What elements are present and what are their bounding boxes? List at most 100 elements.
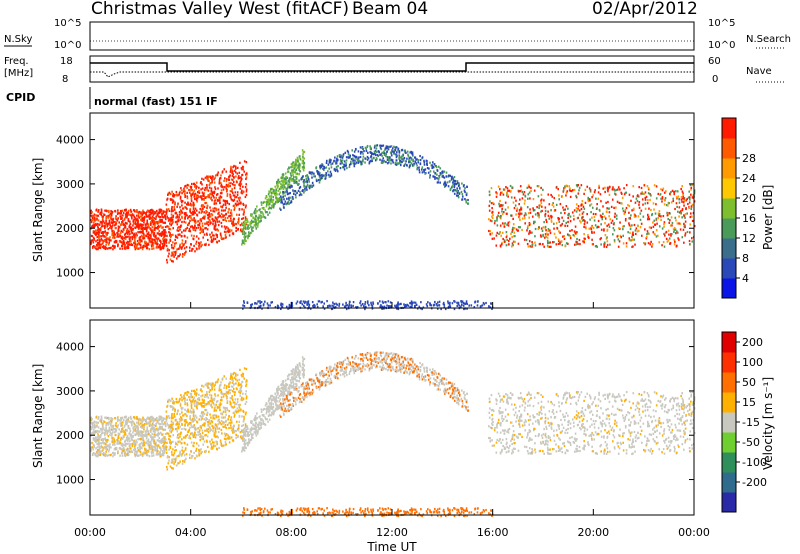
velocity-echo-cell <box>127 418 130 421</box>
power-echo-cell <box>173 195 175 198</box>
power-echo-cell <box>312 304 314 308</box>
velocity-echo-cell <box>97 435 100 438</box>
power-echo-cell <box>323 165 325 168</box>
power-echo-cell <box>219 232 222 235</box>
power-echo-cell <box>192 191 195 194</box>
power-echo-cell <box>657 212 660 215</box>
velocity-echo-cell <box>137 428 139 431</box>
velocity-echo-cell <box>158 418 161 422</box>
power-echo-cell <box>645 237 648 240</box>
power-echo-cell <box>90 220 93 224</box>
power-echo-cell <box>241 168 243 171</box>
power-echo-cell <box>186 236 189 239</box>
power-echo-cell <box>151 226 154 229</box>
power-echo-cell <box>198 191 201 194</box>
velocity-echo-cell <box>162 439 165 443</box>
power-echo-cell <box>207 179 209 182</box>
power-echo-cell <box>385 160 387 164</box>
velocity-echo-cell <box>154 449 156 452</box>
power-echo-cell <box>98 241 100 245</box>
power-echo-cell <box>512 226 514 230</box>
power-echo-cell <box>210 197 212 200</box>
power-echo-cell <box>255 223 257 226</box>
power-echo-cell <box>245 218 248 222</box>
power-echo-cell <box>264 197 267 200</box>
power-echo-cell <box>170 210 173 213</box>
velocity-echo-cell <box>141 434 143 438</box>
power-echo-cell <box>202 230 205 234</box>
velocity-echo-cell <box>162 417 165 420</box>
power-echo-cell <box>220 236 223 240</box>
power-echo-cell <box>381 307 383 310</box>
power-echo-cell <box>654 223 656 226</box>
power-echo-cell <box>171 254 174 257</box>
power-echo-cell <box>265 195 268 199</box>
power-echo-cell <box>141 248 144 251</box>
power-echo-cell <box>389 156 391 159</box>
power-echo-cell <box>258 305 261 308</box>
power-echo-cell <box>184 251 186 255</box>
power-echo-cell <box>117 217 120 220</box>
power-echo-cell <box>142 223 144 226</box>
power-echo-cell <box>510 245 513 248</box>
power-echo-cell <box>688 243 691 246</box>
power-echo-cell <box>183 189 185 192</box>
power-echo-cell <box>271 187 273 191</box>
power-echo-cell <box>630 214 632 217</box>
power-echo-cell <box>224 177 226 180</box>
power-echo-cell <box>334 156 336 159</box>
power-echo-cell <box>294 189 296 193</box>
power-echo-cell <box>302 151 305 154</box>
power-echo-cell <box>292 173 294 176</box>
power-echo-cell <box>431 161 434 164</box>
power-echo-cell <box>294 165 296 168</box>
power-echo-cell <box>540 235 542 238</box>
velocity-echo-cell <box>109 433 111 436</box>
power-echo-cell <box>636 199 639 203</box>
power-echo-cell <box>357 161 360 164</box>
power-echo-cell <box>303 150 306 154</box>
power-echo-cell <box>272 191 274 195</box>
velocity-echo-cell <box>115 425 118 428</box>
power-echo-cell <box>321 173 323 177</box>
power-echo-cell <box>304 187 306 191</box>
power-echo-cell <box>444 182 447 185</box>
power-echo-cell <box>232 199 235 202</box>
power-echo-cell <box>496 231 499 234</box>
power-echo-cell <box>343 160 346 163</box>
power-echo-cell <box>377 302 379 305</box>
power-echo-cell <box>597 191 600 194</box>
power-echo-cell <box>131 237 134 241</box>
power-echo-cell <box>212 220 214 223</box>
power-echo-cell <box>456 301 458 304</box>
power-echo-cell <box>598 208 601 212</box>
power-echo-cell <box>231 174 234 177</box>
power-echo-cell <box>302 159 305 162</box>
power-echo-cell <box>352 161 355 164</box>
power-echo-cell <box>280 176 282 179</box>
velocity-echo-cell <box>136 450 139 453</box>
power-echo-cell <box>419 162 422 166</box>
power-echo-cell <box>199 218 202 221</box>
power-echo-cell <box>663 203 666 206</box>
power-echo-cell <box>204 186 207 190</box>
power-echo-cell <box>133 215 136 218</box>
colorbar-tick-label: 28 <box>742 152 756 165</box>
velocity-echo-cell <box>111 428 114 431</box>
velocity-echo-cell <box>109 430 111 433</box>
power-echo-cell <box>211 218 214 221</box>
power-echo-cell <box>247 234 250 237</box>
power-echo-cell <box>606 236 608 239</box>
power-echo-cell <box>593 231 595 234</box>
power-echo-cell <box>145 224 147 227</box>
power-echo-cell <box>117 235 120 238</box>
power-echo-cell <box>109 224 112 228</box>
velocity-echo-cell <box>108 448 111 451</box>
power-echo-cell <box>111 229 113 232</box>
power-echo-cell <box>301 162 304 165</box>
power-echo-cell <box>523 214 526 217</box>
velocity-echo-cell <box>129 429 132 433</box>
velocity-echo-cell <box>148 432 150 435</box>
power-echo-cell <box>158 208 161 212</box>
